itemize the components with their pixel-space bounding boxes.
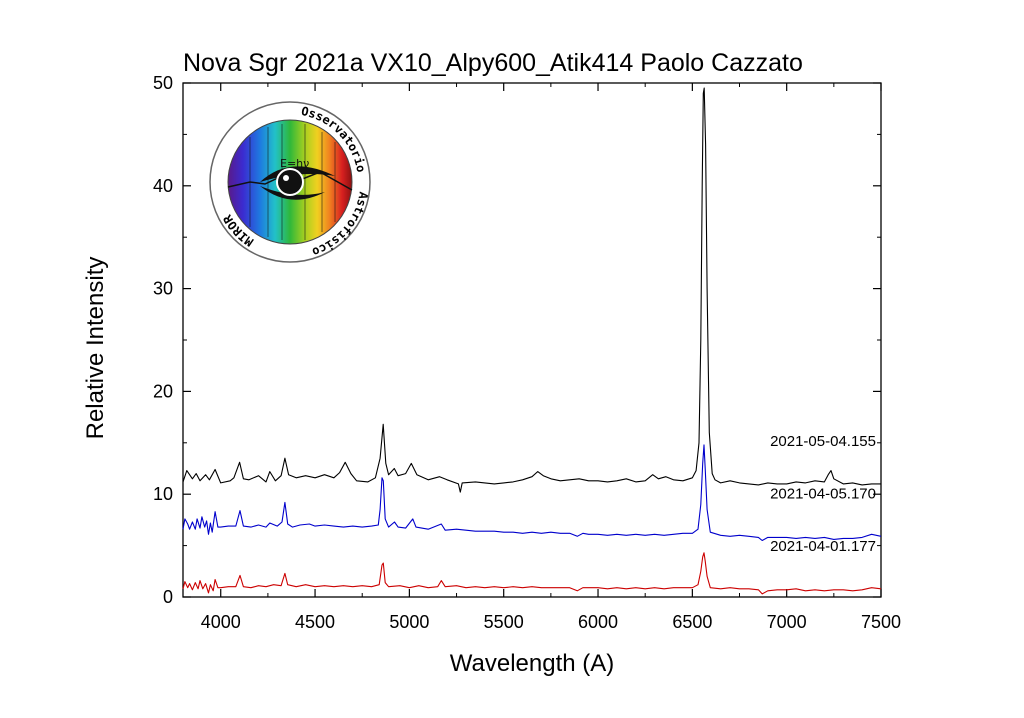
series-label: 2021-04-01.177 xyxy=(770,538,876,555)
series-labels: 2021-05-04.155 2021-04-05.170 2021-04-01.1… xyxy=(770,433,876,555)
series-label: 2021-04-05.170 xyxy=(770,485,876,502)
axes: 4000 4500 5000 5500 6000 6500 7000 7500 0 10 20 30 4… xyxy=(153,73,901,632)
series-lines xyxy=(182,87,882,595)
x-tick-label: 6000 xyxy=(578,612,618,632)
x-tick-label: 6500 xyxy=(672,612,712,632)
logo-formula: E=hν xyxy=(280,157,309,170)
y-tick-label: 10 xyxy=(153,484,173,504)
y-tick-label: 30 xyxy=(153,279,173,299)
y-tick-label: 20 xyxy=(153,381,173,401)
y-tick-label: 40 xyxy=(153,176,173,196)
y-axis-label: Relative Intensity xyxy=(82,257,109,440)
y-tick-label: 50 xyxy=(153,73,173,93)
x-tick-label: 4500 xyxy=(295,612,335,632)
x-tick-label: 4000 xyxy=(201,612,241,632)
x-axis-label: Wavelength (A) xyxy=(450,650,615,677)
series-line-2021-04-01.177 xyxy=(182,552,882,595)
chart-title: Nova Sgr 2021a VX10_Alpy600_Atik414 Paol… xyxy=(183,49,803,77)
x-tick-label: 5000 xyxy=(389,612,429,632)
series-label: 2021-05-04.155 xyxy=(770,433,876,450)
series-line-2021-05-04.155 xyxy=(182,87,881,493)
x-tick-label: 5500 xyxy=(484,612,524,632)
x-tick-label: 7500 xyxy=(861,612,901,632)
y-tick-label: 0 xyxy=(163,587,173,607)
series-line-2021-04-05.170 xyxy=(182,444,882,542)
x-tick-label: 7000 xyxy=(767,612,807,632)
observatory-logo: E=hν Osservatorio MIROR Astrofisico xyxy=(209,101,371,266)
